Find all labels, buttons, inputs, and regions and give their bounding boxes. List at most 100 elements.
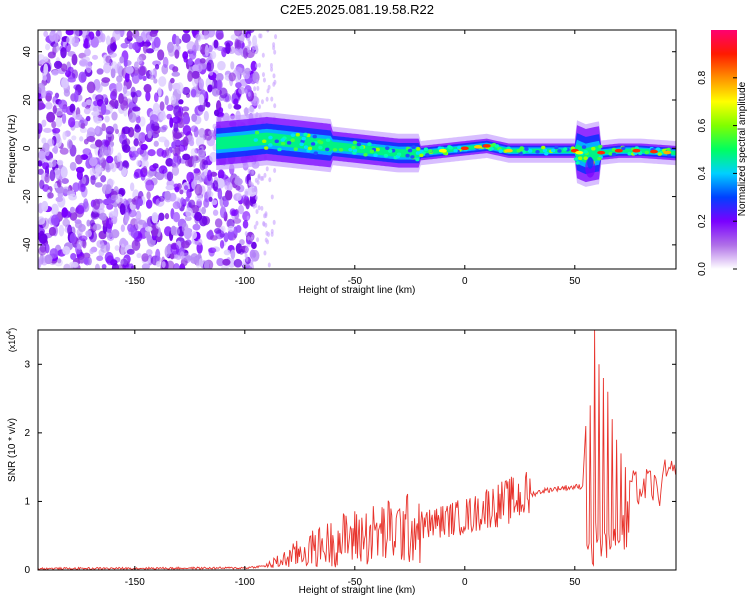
ridge-speckle (581, 145, 587, 149)
noise-blob (45, 72, 51, 84)
noise-blob (170, 243, 180, 255)
noise-blob (166, 171, 174, 182)
noise-blob (264, 237, 268, 243)
noise-blob (188, 50, 197, 60)
noise-blob (247, 106, 255, 115)
noise-blob (106, 203, 114, 210)
noise-blob (252, 203, 256, 209)
noise-blob (251, 241, 257, 250)
colorbar: 0.0 0.2 0.4 0.6 0.8 Normalized spectral ampl… (697, 30, 748, 276)
noise-blob (158, 76, 167, 87)
noise-blob (186, 171, 195, 183)
noise-blob (192, 155, 197, 168)
noise-blob (49, 248, 59, 259)
noise-blob (97, 208, 105, 214)
noise-blob (158, 195, 165, 202)
noise-blob (194, 211, 203, 222)
ridge-speckle (541, 145, 546, 150)
noise-blob (133, 61, 139, 71)
noise-blob (62, 186, 71, 194)
noise-blob (191, 70, 200, 79)
noise-blob (213, 39, 219, 49)
noise-blob (226, 218, 235, 229)
noise-blob (260, 205, 264, 211)
noise-blob (145, 179, 155, 192)
noise-blob (266, 30, 270, 33)
noise-blob (273, 103, 277, 109)
noise-blob (110, 229, 120, 239)
noise-blob (273, 49, 277, 55)
noise-blob (69, 232, 77, 244)
snr-series-line (38, 330, 676, 570)
noise-blob (149, 164, 157, 172)
ridge-speckle (352, 140, 358, 145)
noise-blob (41, 89, 47, 99)
noise-blob (153, 92, 159, 103)
noise-blob (190, 148, 197, 157)
noise-blob (214, 227, 222, 234)
noise-blob (187, 58, 193, 66)
noise-blob (38, 216, 46, 225)
noise-blob (130, 86, 136, 98)
noise-blob (153, 78, 158, 84)
ridge-speckle (591, 146, 596, 151)
noise-blob (234, 30, 243, 37)
noise-blob (149, 30, 158, 37)
noise-blob (111, 111, 118, 121)
noise-blob (137, 219, 146, 225)
noise-blob (265, 166, 269, 172)
noise-blob (181, 240, 190, 249)
noise-blob (79, 136, 84, 142)
noise-blob (141, 253, 149, 262)
noise-blob (263, 250, 267, 256)
noise-blob (85, 230, 92, 238)
noise-blob (83, 257, 89, 265)
ridge-peak (614, 148, 623, 153)
noise-blob (136, 252, 142, 259)
ridge-speckle (280, 141, 286, 146)
noise-blob (247, 44, 251, 50)
snr-frame (37, 329, 677, 571)
noise-blob (60, 166, 68, 179)
noise-blob (85, 99, 92, 106)
ridge-peak (482, 144, 491, 148)
noise-blob (120, 42, 129, 49)
noise-blob (149, 114, 159, 125)
ridge-speckle (373, 153, 378, 158)
snr-ylabel: SNR (10 * v/v) (7, 418, 18, 482)
noise-blob (73, 90, 79, 103)
noise-blob (126, 248, 135, 255)
noise-blob (110, 215, 117, 224)
noise-blob (61, 177, 69, 185)
ridge-speckle (627, 151, 632, 156)
noise-blob (261, 72, 265, 78)
noise-blob (190, 88, 197, 98)
noise-blob (183, 227, 192, 240)
ridge-speckle (301, 136, 306, 141)
noise-blob (124, 72, 130, 83)
noise-blob (83, 107, 91, 115)
noise-blob (174, 49, 180, 59)
noise-blob (198, 78, 205, 90)
noise-blob (146, 191, 151, 200)
noise-blob (86, 135, 96, 143)
noise-blob (133, 138, 139, 147)
noise-blob (196, 242, 203, 254)
noise-blob (238, 204, 245, 215)
ridge-speckle (396, 152, 402, 157)
ridge-speckle (325, 147, 330, 152)
noise-blob (117, 160, 124, 171)
ridge-speckle (544, 151, 549, 156)
ridge-speckle (352, 148, 358, 153)
noise-blob (274, 34, 278, 40)
ridge-speckle (415, 151, 421, 155)
x-tick-label: 0 (462, 276, 468, 287)
noise-blob (80, 122, 86, 129)
noise-blob (207, 169, 213, 182)
noise-blob (197, 149, 207, 157)
noise-blob (233, 258, 243, 268)
ridge-speckle (535, 149, 540, 154)
noise-blob (235, 225, 242, 233)
noise-blob (263, 172, 267, 178)
noise-blob (256, 237, 260, 243)
